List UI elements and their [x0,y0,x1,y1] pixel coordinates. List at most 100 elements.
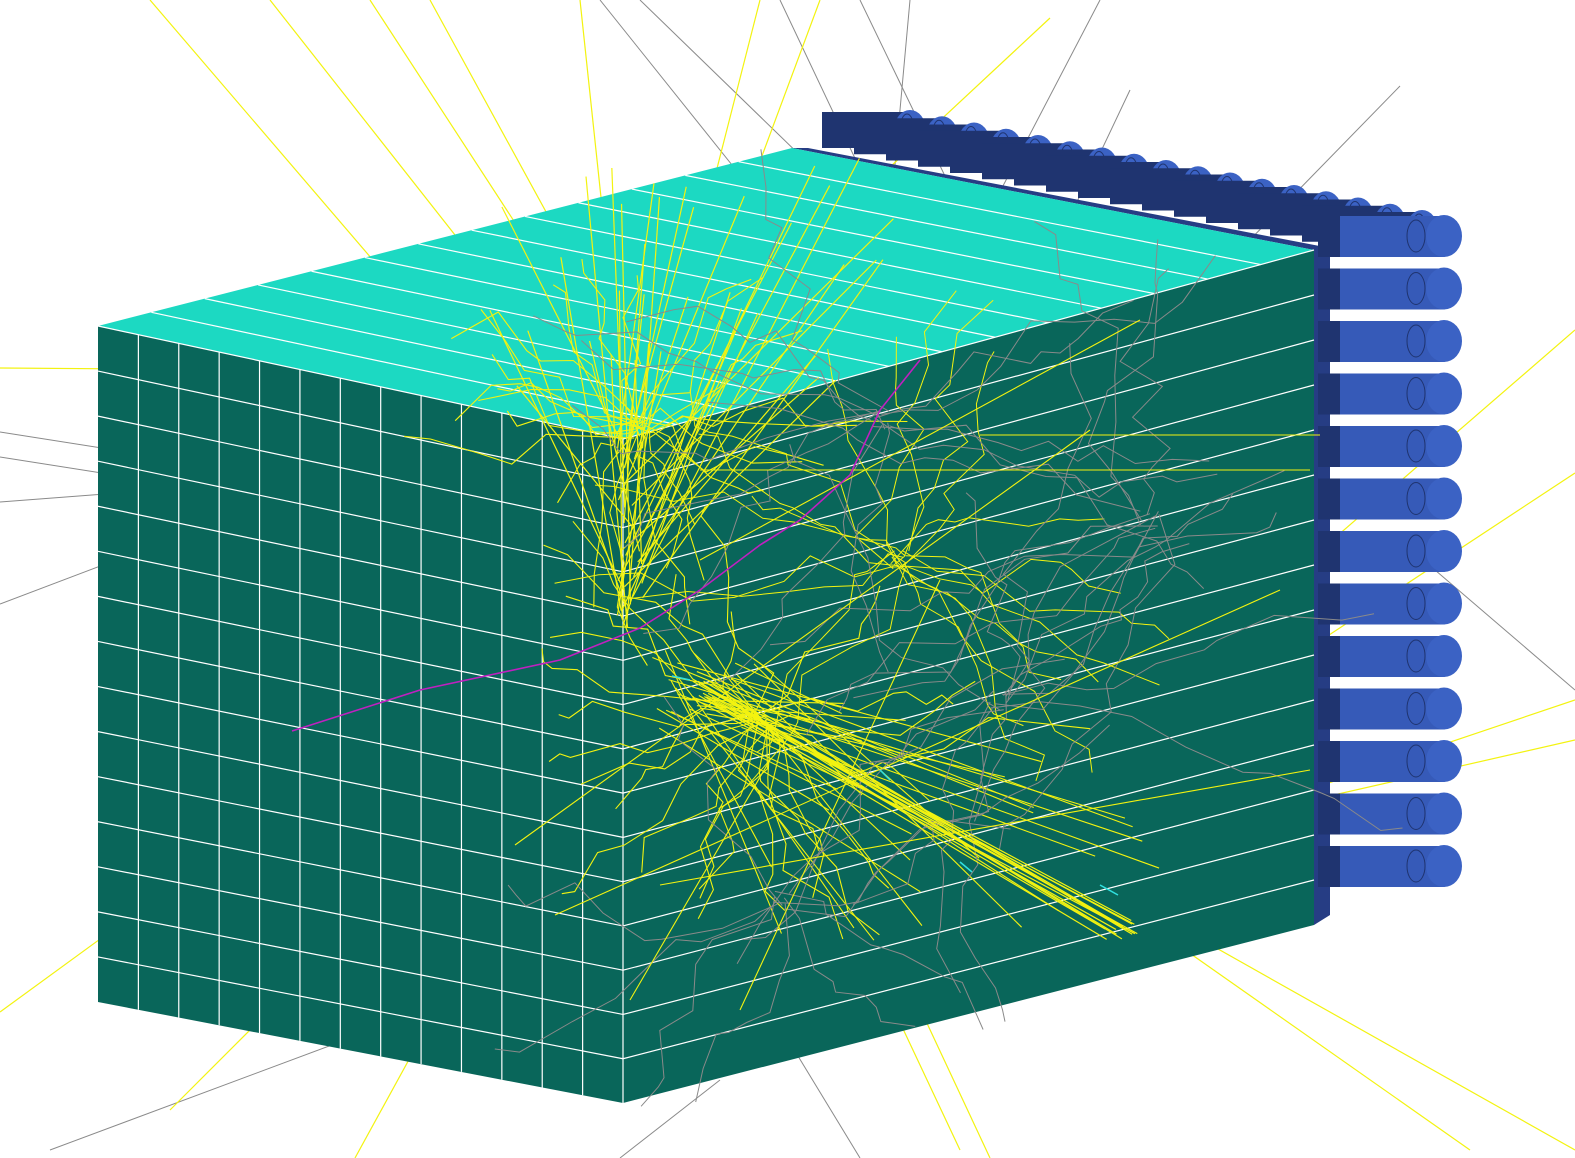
pmt-tube-rim [1406,587,1426,620]
shower-track [554,555,894,602]
pmt-tube-cap [1426,215,1462,257]
grid-line [631,188,1155,295]
gray-ray-track [619,1079,721,1158]
shower-track [904,562,1024,727]
shower-track [689,389,907,564]
shower-track [908,299,994,552]
shower-track [762,585,881,715]
shower-track [561,718,769,895]
grid-line [622,654,1315,838]
fan-track [652,657,1034,814]
shower-track [1008,613,1375,694]
grid-line [364,256,889,367]
beam-track [703,680,1124,927]
fan-track [631,259,877,506]
pmt-tube-cap [1426,320,1462,362]
pmt-tube-rim [1406,692,1426,725]
shower-track [784,724,1110,918]
shower-track [760,149,890,412]
pmt-tube-rim [1406,797,1426,830]
fan-track [501,206,638,473]
shower-track [767,728,820,851]
shower-track [621,275,642,431]
fan-track [644,379,721,531]
shower-track [1087,239,1159,521]
shower-track [708,401,1141,512]
shower-track [507,882,778,942]
pmt-tube-rim [1406,744,1426,778]
fan-track [620,203,632,605]
grid-line [622,609,1315,794]
grid-line [97,505,624,617]
grid-line [97,640,624,750]
shower-track [668,574,766,724]
pmt-tube-rim [1406,534,1426,568]
shower-track [695,903,790,1103]
primary-track [291,359,921,732]
shower-track [850,422,891,673]
cyan-track [959,861,973,873]
pmt-tube-cap [1426,477,1462,520]
pmt-tube [1318,845,1462,887]
shower-track [895,560,1093,773]
shower-track [649,421,764,494]
cyan-track [879,769,891,781]
shower-track [615,715,767,810]
shower-track [558,700,759,728]
shower-track [451,311,643,423]
pmt-tube [1318,372,1462,415]
shower-track [624,410,880,548]
grid-line [578,202,1102,309]
shower-track [1119,268,1171,516]
shower-track [745,566,907,788]
shower-track [638,278,752,421]
shower-track [648,397,858,439]
shower-track [626,305,872,421]
shower-track [893,290,957,566]
shower-track [974,515,1157,822]
grid-line [418,243,943,353]
shower-track [1005,470,1285,704]
pmt-tube [1318,267,1462,310]
fan-track [620,207,695,468]
pmt-tube-rim [1406,272,1426,305]
shower-track [506,410,644,429]
grid-line [97,956,624,1060]
pmt-tube-cap [1426,635,1462,677]
pmt-tube [1318,530,1462,572]
fan-track [730,678,1133,828]
shower-track [609,435,648,666]
fan-track [741,726,1096,857]
shower-track [959,701,1006,1022]
shower-track [874,417,1218,498]
shower-track [557,419,634,504]
grid-line [622,789,1315,971]
shower-track [404,433,635,465]
fan-track [637,354,817,563]
grid-line [622,294,1315,484]
grid-line [97,460,624,573]
grid-line [97,595,624,706]
pmt-tube-cap [1426,845,1462,887]
shower-track [852,690,1007,905]
fan-track [617,195,745,501]
grid-line [97,370,624,484]
shower-track [627,553,904,600]
shower-track [594,484,906,557]
grid-line [97,821,624,927]
pmt-tube [1318,687,1462,730]
fan-track [611,168,626,508]
grid-line [622,384,1315,573]
shower-track [593,423,643,608]
beam-track [704,695,1106,930]
pmt-tube-cap [1426,792,1462,835]
pmt-tube-cap [1426,687,1462,730]
pmt-tube-cap [1426,425,1462,467]
pmt-tube-rim [1406,219,1426,253]
shower-track [581,340,886,430]
shower-track [900,351,995,570]
shower-track [1002,512,1277,695]
shower-track [1002,343,1092,698]
